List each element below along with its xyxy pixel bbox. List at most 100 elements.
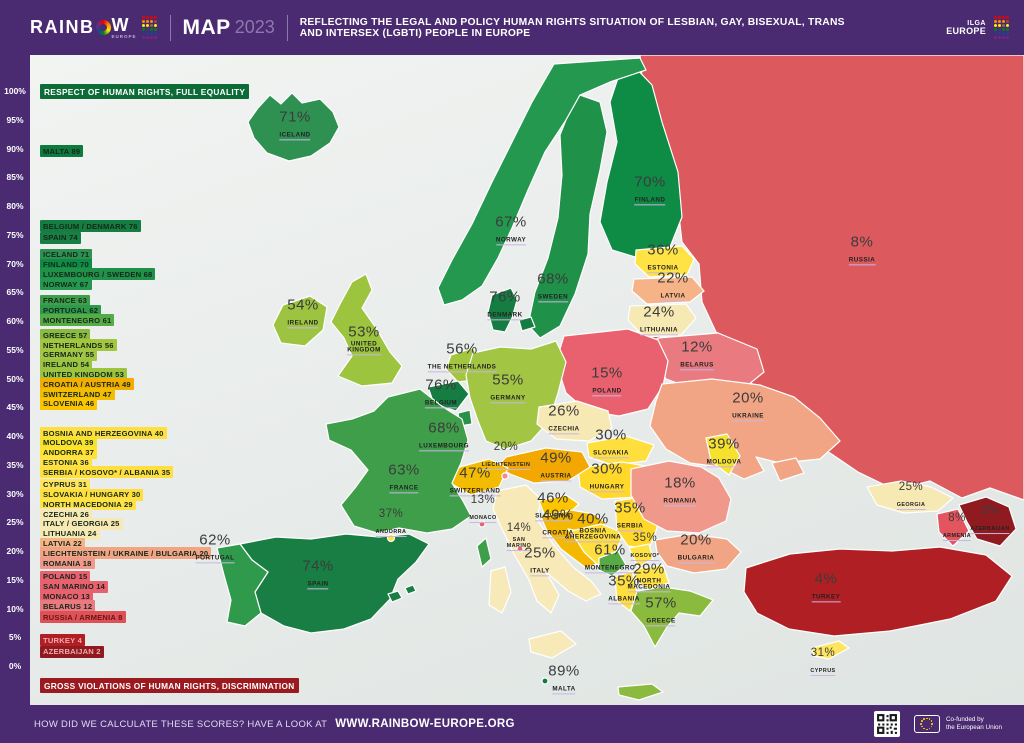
scale-tick: 60%: [6, 316, 24, 326]
scale-tick: 10%: [6, 603, 24, 614]
map-year: 2023: [234, 17, 275, 37]
ranking-chip: LUXEMBOURG / SWEDEN 68: [40, 268, 156, 281]
country-shape-sardinia: [488, 566, 512, 614]
country-shape-monaco: [478, 520, 486, 528]
poster-subtitle: REFLECTING THE LEGAL AND POLICY HUMAN RI…: [299, 16, 845, 39]
eu-flag-icon: [913, 715, 940, 733]
footer-url: WWW.RAINBOW-EUROPE.ORG: [335, 718, 515, 730]
ranking-chip: BOSNIA AND HERZEGOVINA 40: [40, 427, 167, 439]
country-shape-turkey: [743, 546, 1013, 637]
header-divider: [286, 14, 288, 41]
brand-text-right: W: [111, 14, 130, 35]
country-shape-lithuania: [627, 303, 697, 338]
country-shapes: [216, 55, 1024, 701]
ranking-chip: RUSSIA / ARMENIA 8: [40, 611, 126, 623]
dot-matrix-flag-icon: [141, 15, 158, 40]
ranking-chip: ESTONIA 36: [40, 456, 92, 469]
country-shape-italy: [492, 484, 602, 614]
country-shape-north-macedonia: [634, 564, 670, 590]
rainbow-europe-logo: RAINB W EUROPE: [30, 14, 158, 40]
ranking-chip: CROATIA / AUSTRIA 49: [40, 378, 134, 391]
ranking-chip: CZECHIA 26: [40, 508, 93, 521]
country-shape-spain: [239, 533, 430, 634]
country-shape-crimea: [771, 457, 805, 482]
scale-tick: 35%: [6, 459, 24, 470]
country-shape-armenia: [936, 508, 970, 547]
scale-tick: 70%: [6, 258, 24, 269]
ranking-chip: MONACO 13: [40, 590, 93, 603]
country-shape-austria: [497, 447, 591, 484]
country-shape-estonia: [634, 245, 695, 278]
ranking-chip: FRANCE 63: [40, 294, 90, 307]
ranking-chip: UNITED KINGDOM 53: [40, 368, 128, 381]
country-shape-sweden: [527, 94, 608, 339]
country-shape-iceland: [247, 92, 340, 162]
scale-tick: 85%: [6, 172, 24, 183]
ranking-chip: MONTENEGRO 61: [40, 314, 115, 327]
scale-tick: 25%: [6, 517, 24, 528]
ranking-chip: IRELAND 54: [40, 358, 93, 371]
country-shape-greece: [630, 586, 714, 648]
ranking-chip: SAN MARINO 14: [40, 580, 109, 593]
ranking-chip: LITHUANIA 24: [40, 527, 100, 540]
brand-subtext: EUROPE: [111, 33, 137, 39]
ranking-chip: LIECHTENSTEIN / UKRAINE / BULGARIA 20: [40, 547, 212, 560]
ilga-dot-matrix-icon: [994, 15, 1010, 40]
ranking-chip: ITALY / GEORGIA 25: [40, 517, 123, 530]
ranking-chip: ANDORRA 37: [40, 446, 98, 459]
ranking-chip: SWITZERLAND 47: [40, 388, 115, 401]
country-shape-france: [325, 388, 472, 534]
ranking-chip: SERBIA / KOSOVO* / ALBANIA 35: [40, 466, 174, 479]
scale-top-banner: RESPECT OF HUMAN RIGHTS, FULL EQUALITY: [40, 84, 250, 99]
country-shape-cyprus: [811, 640, 850, 660]
country-shape-montenegro: [598, 550, 627, 577]
ranking-chip: BELGIUM / DENMARK 76: [40, 220, 141, 232]
europe-choropleth-svg: [216, 55, 1024, 701]
qr-code-icon: [873, 711, 900, 737]
footer-question: HOW DID WE CALCULATE THESE SCORES? HAVE …: [34, 718, 328, 730]
score-scale-strip: [0, 55, 30, 705]
ilga-text-bottom: EUROPE: [946, 25, 986, 36]
ranking-chip: NORWAY 67: [40, 278, 92, 291]
country-shape-liechtenstein: [501, 472, 509, 480]
ranking-chip: ROMANIA 18: [40, 557, 95, 570]
country-shape-slovakia: [586, 435, 655, 466]
scale-tick: 55%: [6, 344, 24, 355]
country-shape-finland: [599, 61, 683, 260]
country-shape-balearic-2: [404, 584, 417, 595]
scale-tick: 45%: [6, 402, 24, 413]
ranking-chip: AZERBAIJAN 2: [40, 645, 104, 658]
scale-tick: 95%: [6, 114, 24, 125]
eu-credit-text: Co-funded by the European Union: [945, 715, 1002, 732]
scale-tick: 100%: [4, 86, 26, 96]
country-shape-bulgaria: [654, 533, 742, 574]
country-shape-andorra: [386, 533, 396, 543]
map-canvas: 100% 95% 90% 85% 80% 75% 70% 65% 60% 55% 50% 45% 40%…: [0, 55, 1024, 705]
country-shape-czechia: [536, 400, 613, 442]
ranking-chip: GREECE 57: [40, 329, 91, 342]
ranking-chip: FINLAND 70: [40, 258, 92, 271]
ranking-chip: GERMANY 55: [40, 348, 98, 361]
map-title: MAP: [182, 15, 231, 39]
ranking-chip: PORTUGAL 62: [40, 304, 102, 317]
country-shape-romania: [630, 460, 732, 534]
ranking-chip: MOLDOVA 39: [40, 436, 97, 449]
brand-text-left: RAINB: [30, 17, 95, 37]
country-shape-san-marino: [516, 545, 524, 553]
ranking-chip: SPAIN 74: [40, 231, 81, 244]
footer-bar: HOW DID WE CALCULATE THESE SCORES? HAVE …: [0, 705, 1024, 743]
ilga-text-top: ILGA: [967, 19, 986, 27]
ilga-europe-logo: ILGA EUROPE: [946, 15, 1010, 40]
ranking-chip: ICELAND 71: [40, 248, 93, 261]
rainbow-circle-icon: [95, 20, 111, 35]
country-shape-norway: [437, 57, 647, 306]
country-shape-moldova: [705, 433, 741, 476]
ranking-chip: POLAND 15: [40, 570, 91, 583]
country-shape-ukraine: [649, 378, 841, 480]
ranking-chip: TURKEY 4: [40, 634, 86, 646]
country-shape-malta: [541, 677, 549, 685]
ranking-chip: NETHERLANDS 56: [40, 339, 117, 352]
scale-tick: 40%: [6, 431, 24, 441]
ranking-chip: CYPRUS 31: [40, 478, 91, 491]
country-shape-azerbaijan: [958, 496, 1017, 547]
